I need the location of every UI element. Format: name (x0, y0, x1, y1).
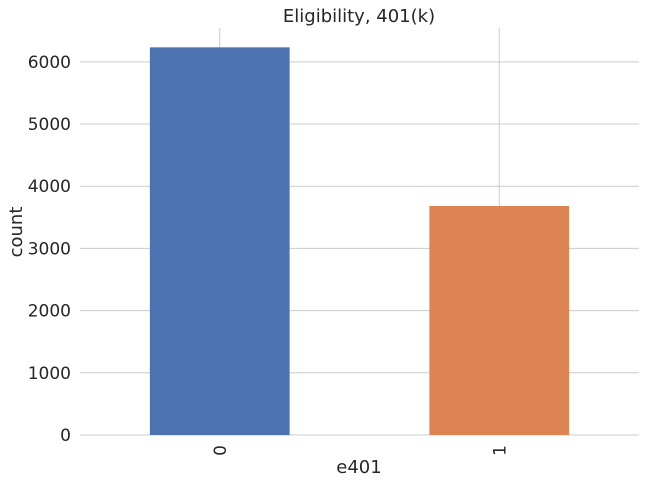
x-axis-label: e401 (336, 457, 381, 478)
y-tick-label: 5000 (28, 115, 71, 135)
x-tick-label: 0 (211, 445, 231, 456)
bars (150, 47, 569, 435)
y-tick-label: 3000 (28, 239, 71, 259)
y-tick-label: 0 (60, 426, 71, 446)
bar-1 (429, 206, 569, 435)
y-tick-label: 4000 (28, 177, 71, 197)
x-tick-label: 1 (490, 445, 510, 456)
y-tick-label: 6000 (28, 53, 71, 73)
y-axis-ticks: 0 1000 2000 3000 4000 5000 6000 (28, 53, 71, 446)
y-tick-label: 1000 (28, 364, 71, 384)
bar-0 (150, 47, 290, 435)
y-axis-label: count (6, 207, 27, 258)
chart-title: Eligibility, 401(k) (283, 6, 435, 27)
y-tick-label: 2000 (28, 302, 71, 322)
